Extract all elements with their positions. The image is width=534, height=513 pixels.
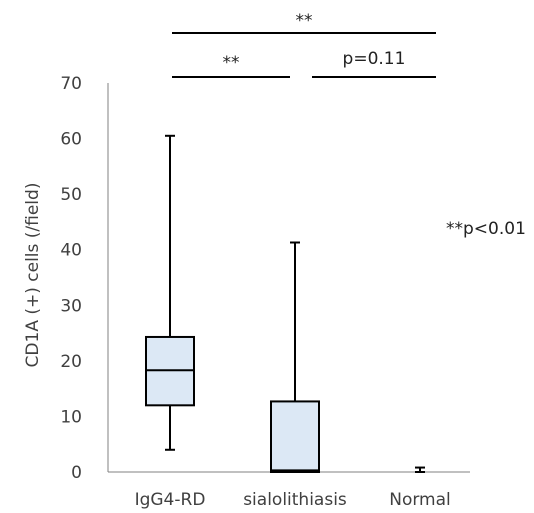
x-category-labels: IgG4-RD sialolithiasis Normal <box>135 490 451 510</box>
x-category-label: Normal <box>389 490 451 510</box>
y-tick-label: 10 <box>60 407 82 427</box>
box-group <box>145 134 425 473</box>
x-category-label: IgG4-RD <box>135 490 206 510</box>
significance-bracket: ** <box>172 11 436 34</box>
y-tick-label: 50 <box>60 185 82 205</box>
x-category-label: sialolithiasis <box>243 490 347 510</box>
significance-bracket: p=0.11 <box>312 49 436 78</box>
significance-label: ** <box>296 11 313 31</box>
box-sialolithiasis <box>270 241 320 473</box>
significance-brackets: ** ** p=0.11 <box>172 11 436 78</box>
y-tick-labels: 0 10 20 30 40 50 60 70 <box>60 74 82 483</box>
y-tick-label: 70 <box>60 74 82 94</box>
box-igg4-rd <box>145 134 195 451</box>
significance-bracket: ** <box>172 53 290 78</box>
box-iqr <box>270 400 320 473</box>
y-tick-label: 40 <box>60 241 82 261</box>
significance-note: **p<0.01 <box>446 219 526 239</box>
significance-label: p=0.11 <box>343 49 406 69</box>
y-tick-label: 30 <box>60 296 82 316</box>
y-tick-label: 20 <box>60 352 82 372</box>
y-axis-label: CD1A (+) cells (/field) <box>23 183 43 368</box>
box-normal <box>415 466 425 473</box>
significance-label: ** <box>223 53 240 73</box>
y-tick-label: 0 <box>71 463 82 483</box>
y-tick-label: 60 <box>60 130 82 150</box>
